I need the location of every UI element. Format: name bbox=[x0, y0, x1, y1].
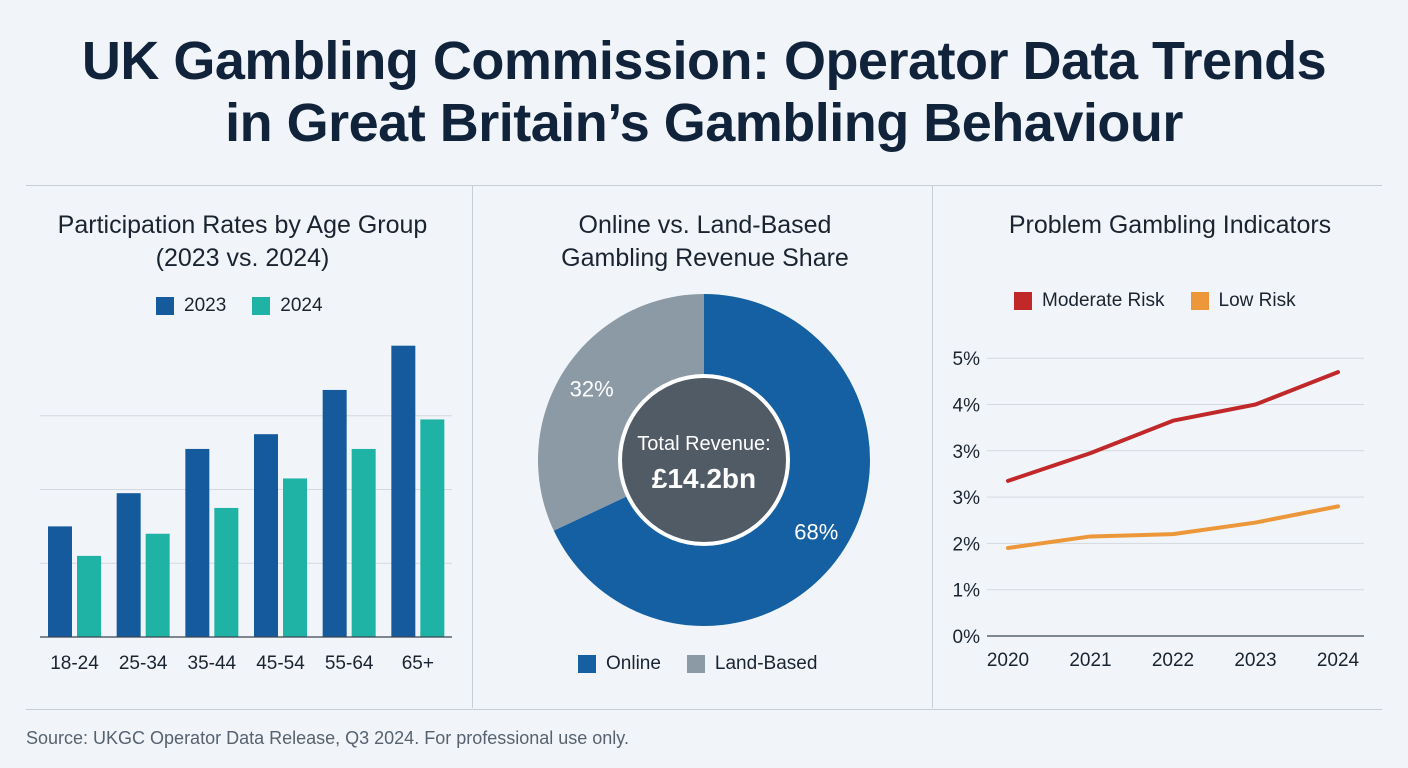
panel-divider-2 bbox=[932, 186, 933, 708]
panel-divider-1 bbox=[472, 186, 473, 708]
bar-chart-title-line-2: (2023 vs. 2024) bbox=[155, 244, 330, 272]
legend-item-low-risk: Low Risk bbox=[1190, 290, 1296, 312]
legend-item-moderate-risk: Moderate Risk bbox=[1014, 290, 1165, 312]
y-tick-label: 3% bbox=[953, 442, 981, 463]
legend-item-2023: 2023 bbox=[156, 295, 226, 317]
line-chart-title-text: Problem Gambling Indicators bbox=[1008, 211, 1332, 239]
legend-label-land-based: Land-Based bbox=[714, 653, 818, 674]
bar-chart: 18-24 25-34 35-44 45-54 55-64 65+ bbox=[40, 345, 452, 674]
bar-2024-35-44 bbox=[214, 507, 239, 637]
bar-2023-45-54 bbox=[254, 434, 278, 637]
legend-label-moderate-risk: Moderate Risk bbox=[1042, 290, 1165, 311]
x-tick-label: 2024 bbox=[1317, 650, 1360, 671]
y-tick-label: 0% bbox=[953, 627, 981, 648]
x-tick-label: 2021 bbox=[1069, 650, 1111, 671]
legend-swatch-online bbox=[578, 655, 596, 673]
bar-chart-title: Participation Rates by Age Group (2023 v… bbox=[0, 209, 485, 275]
legend-item-land-based: Land-Based bbox=[686, 653, 818, 675]
x-tick-label: 25-34 bbox=[119, 653, 168, 674]
page-title: UK Gambling Commission: Operator Data Tr… bbox=[0, 30, 1408, 154]
line-chart: 0% 1% 2% 3% 3% 4% 5% 2020 2021 2022 2023 2024 bbox=[953, 349, 1364, 671]
page-title-line-2: in Great Britain’s Gambling Behaviour bbox=[225, 93, 1183, 153]
bar-2023-35-44 bbox=[185, 448, 210, 637]
legend-label-2024: 2024 bbox=[280, 295, 323, 316]
donut-chart: 68% 32% Total Revenue: £14.2bn bbox=[538, 294, 870, 626]
page-title-line-1: UK Gambling Commission: Operator Data Tr… bbox=[81, 31, 1327, 91]
legend-item-2024: 2024 bbox=[252, 295, 323, 317]
legend-swatch-land-based bbox=[686, 655, 705, 673]
donut-chart-legend: Online Land-Based bbox=[578, 653, 843, 675]
line-chart-title: Problem Gambling Indicators bbox=[932, 209, 1408, 242]
x-tick-label: 2020 bbox=[987, 650, 1029, 671]
legend-swatch-moderate-risk bbox=[1014, 292, 1032, 310]
x-tick-label: 55-64 bbox=[325, 653, 374, 674]
y-tick-label: 2% bbox=[953, 534, 981, 555]
x-tick-label: 2022 bbox=[1152, 650, 1194, 671]
bar-2023-65+ bbox=[391, 345, 416, 637]
legend-swatch-2024 bbox=[252, 297, 271, 315]
y-tick-label: 3% bbox=[953, 488, 981, 509]
bar-2024-45-54 bbox=[283, 478, 307, 637]
y-tick-label: 4% bbox=[953, 396, 981, 417]
legend-label-online: Online bbox=[606, 653, 661, 674]
y-tick-label: 1% bbox=[953, 581, 981, 602]
y-tick-label: 5% bbox=[953, 349, 981, 370]
source-note: Source: UKGC Operator Data Release, Q3 2… bbox=[26, 728, 629, 748]
series-line-moderate-risk bbox=[1006, 370, 1340, 483]
donut-center-label: Total Revenue: bbox=[637, 433, 770, 455]
x-tick-label: 35-44 bbox=[188, 653, 237, 674]
x-tick-label: 2023 bbox=[1234, 650, 1276, 671]
bar-2023-25-34 bbox=[116, 493, 141, 637]
series-line-low-risk bbox=[1006, 504, 1340, 551]
bar-2024-65+ bbox=[420, 419, 445, 637]
x-tick-label: 18-24 bbox=[50, 653, 99, 674]
bar-chart-legend: 2023 2024 bbox=[156, 295, 349, 317]
donut-chart-title-line-1: Online vs. Land-Based bbox=[578, 211, 832, 239]
x-tick-label: 65+ bbox=[402, 653, 434, 674]
top-divider bbox=[26, 185, 1382, 186]
bar-2024-25-34 bbox=[145, 533, 170, 637]
line-chart-legend: Moderate Risk Low Risk bbox=[1014, 290, 1322, 312]
x-tick-label: 45-54 bbox=[256, 653, 305, 674]
bar-2024-18-24 bbox=[77, 555, 101, 637]
donut-chart-title-line-2: Gambling Revenue Share bbox=[561, 244, 849, 272]
bar-2024-55-64 bbox=[351, 448, 376, 637]
donut-center bbox=[618, 374, 790, 546]
legend-item-online: Online bbox=[578, 653, 661, 675]
bar-2023-55-64 bbox=[322, 389, 347, 637]
bottom-divider bbox=[26, 709, 1382, 710]
donut-center-value: £14.2bn bbox=[652, 463, 756, 494]
legend-label-low-risk: Low Risk bbox=[1218, 290, 1296, 311]
slice-label-online: 68% bbox=[794, 519, 838, 544]
legend-label-2023: 2023 bbox=[184, 295, 227, 316]
donut-chart-title: Online vs. Land-Based Gambling Revenue S… bbox=[472, 209, 938, 275]
slice-label-land-based: 32% bbox=[570, 377, 614, 402]
legend-swatch-2023 bbox=[156, 297, 174, 315]
bar-chart-title-line-1: Participation Rates by Age Group bbox=[57, 211, 428, 239]
legend-swatch-low-risk bbox=[1190, 292, 1209, 310]
bar-2023-18-24 bbox=[48, 526, 72, 637]
